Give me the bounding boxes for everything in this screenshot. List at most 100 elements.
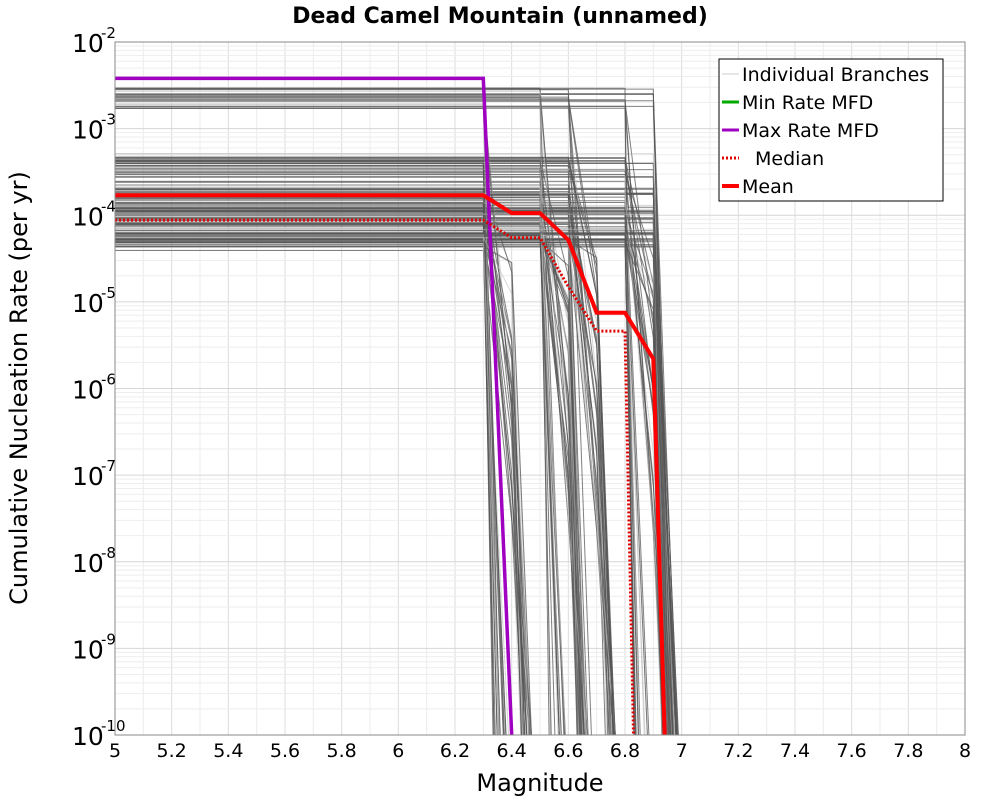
chart-title: Dead Camel Mountain (unnamed) <box>292 4 708 29</box>
x-tick-label: 5.6 <box>270 740 300 762</box>
branch-line <box>115 202 610 736</box>
y-tick-exponent: -5 <box>101 284 116 302</box>
legend-label: Individual Branches <box>742 64 929 86</box>
branch-line <box>115 172 530 736</box>
branch-line <box>115 206 524 736</box>
branch-line <box>115 236 530 736</box>
x-tick-label: 6.8 <box>610 740 640 762</box>
max-rate-mfd-line <box>115 76 514 736</box>
y-tick-label: 10 <box>72 376 104 405</box>
branch-line <box>115 233 636 736</box>
branch-line <box>115 108 522 736</box>
y-tick-label: 10 <box>72 202 104 231</box>
x-tick-label: 5.4 <box>213 740 243 762</box>
branch-line <box>115 168 612 736</box>
branch-line <box>115 165 498 736</box>
x-tick-label: 5.2 <box>157 740 187 762</box>
branch-line <box>115 250 524 736</box>
x-tick-label: 7.6 <box>837 740 867 762</box>
branch-line <box>115 160 579 736</box>
legend: Individual Branches Min Rate MFD Max Rate … <box>718 58 944 202</box>
branch-line <box>115 233 581 736</box>
branch-line <box>115 219 526 736</box>
median-line <box>115 218 635 736</box>
x-tick-label: 6.4 <box>497 740 527 762</box>
branch-line <box>115 194 610 736</box>
plot-frame <box>114 41 966 736</box>
x-tick-label: 5.8 <box>327 740 357 762</box>
branch-line <box>115 202 611 736</box>
legend-label: Max Rate MFD <box>742 120 879 142</box>
branch-line <box>115 217 668 736</box>
branch-line <box>115 170 669 736</box>
branch-line <box>115 193 674 736</box>
branch-line <box>115 186 562 736</box>
branch-line <box>115 165 615 736</box>
branch-line <box>115 89 592 736</box>
branch-line <box>115 203 504 736</box>
y-tick-exponent: -10 <box>101 717 126 735</box>
branch-line <box>115 188 531 736</box>
branch-line <box>115 219 507 736</box>
branch-line <box>115 221 607 736</box>
branch-line <box>115 192 674 736</box>
y-tick-label: 10 <box>72 29 104 58</box>
branch-line <box>115 209 614 736</box>
y-tick-exponent: -7 <box>101 457 116 475</box>
x-tick-label: 8 <box>959 740 971 762</box>
y-tick-label: 10 <box>72 462 104 491</box>
branch-line <box>115 198 506 736</box>
x-tick-labels: 5 5.2 5.4 5.6 5.8 6 6.2 6.4 6.6 6.8 7 7.2 7.4 7.6 7.8 8 <box>109 740 971 762</box>
legend-box <box>718 58 944 202</box>
y-tick-exponent: -4 <box>101 197 116 215</box>
branch-line <box>115 87 550 736</box>
branch-line <box>115 189 523 736</box>
branch-line <box>115 88 670 736</box>
branch-line <box>115 200 671 736</box>
y-tick-exponent: -6 <box>101 371 116 389</box>
x-tick-label: 6 <box>392 740 404 762</box>
mean-line <box>115 193 667 736</box>
legend-label: Median <box>755 148 824 170</box>
branch-line <box>115 192 528 736</box>
y-tick-label: 10 <box>72 635 104 664</box>
branch-line <box>115 198 528 736</box>
y-tick-exponent: -3 <box>101 111 116 129</box>
branch-line <box>115 223 532 736</box>
branch-line <box>115 208 527 736</box>
legend-label: Mean <box>742 176 794 198</box>
x-tick-label: 7 <box>676 740 688 762</box>
x-tick-label: 6.2 <box>440 740 470 762</box>
branch-line <box>115 226 668 736</box>
y-tick-exponent: -9 <box>101 630 116 648</box>
x-tick-label: 6.6 <box>553 740 583 762</box>
branch-line <box>115 155 522 736</box>
branch-line <box>115 224 507 736</box>
branch-line <box>115 168 640 736</box>
branch-line <box>115 96 616 736</box>
branch-line <box>115 202 526 736</box>
branch-line <box>115 203 522 736</box>
y-tick-label: 10 <box>72 289 104 318</box>
branch-line <box>115 207 606 736</box>
summary-series <box>115 76 667 736</box>
x-tick-label: 7.8 <box>893 740 923 762</box>
branch-line <box>115 196 671 736</box>
branch-line <box>115 171 611 736</box>
x-tick-label: 7.4 <box>780 740 810 762</box>
branch-line <box>115 99 666 736</box>
branch-line <box>115 234 500 736</box>
branch-line <box>115 239 609 736</box>
branch-line <box>115 235 532 736</box>
x-tick-label: 5 <box>109 740 121 762</box>
y-tick-label: 10 <box>72 116 104 145</box>
x-axis-label: Magnitude <box>476 769 603 797</box>
y-tick-exponent: -2 <box>101 24 116 42</box>
y-tick-label: 10 <box>72 549 104 578</box>
branch-line <box>115 196 614 736</box>
branch-line <box>115 156 615 736</box>
legend-label: Min Rate MFD <box>742 92 873 114</box>
branch-line <box>115 174 672 736</box>
